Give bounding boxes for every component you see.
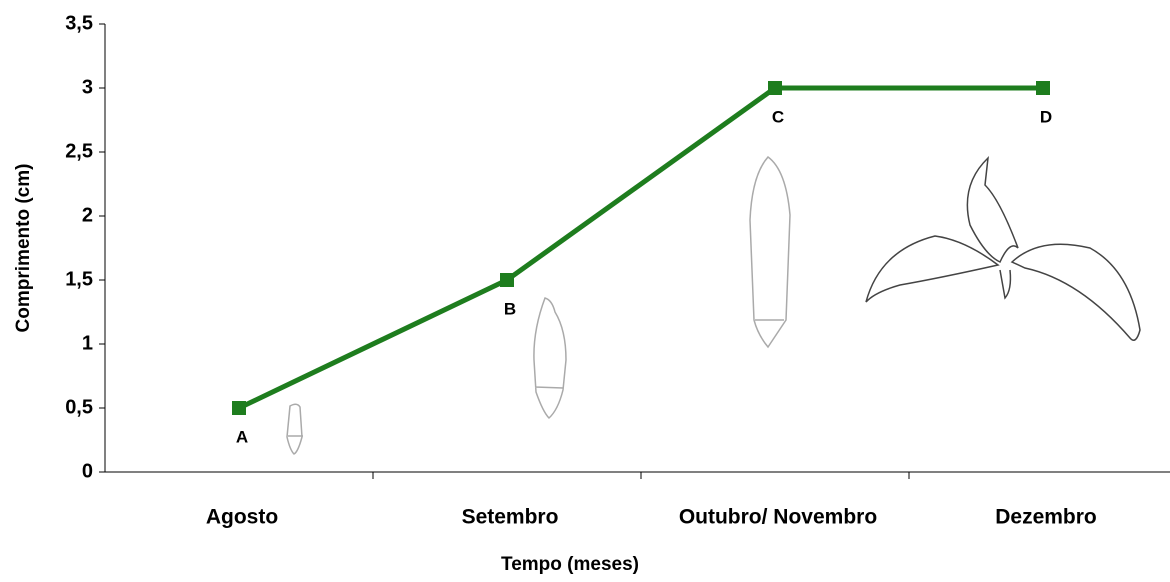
data-point: [768, 81, 782, 95]
y-tick-label: 2: [82, 204, 93, 226]
bud-drawing-medium: [533, 297, 567, 420]
data-point: [1036, 81, 1050, 95]
point-label: B: [504, 299, 516, 318]
x-tick-label: Outubro/ Novembro: [679, 506, 877, 529]
bud-drawing-small: [286, 403, 303, 455]
x-tick-label: Agosto: [206, 506, 278, 529]
y-tick-label: 1: [82, 332, 93, 354]
y-tick-label: 0: [82, 460, 93, 482]
x-tick-label: Setembro: [462, 506, 559, 529]
data-line: [237, 85, 1043, 411]
bud-drawing-large: [749, 155, 791, 349]
point-label: A: [236, 427, 248, 446]
y-tick-label: 2,5: [65, 140, 93, 162]
data-point: [500, 273, 514, 287]
data-point: [232, 401, 246, 415]
y-axis-label: Comprimento (cm): [13, 164, 34, 333]
y-tick-label: 0,5: [65, 396, 93, 418]
point-label: C: [772, 107, 784, 126]
x-axis-label: Tempo (meses): [501, 554, 639, 575]
x-tick-label: Dezembro: [995, 506, 1097, 529]
y-tick-label: 3: [82, 76, 93, 98]
leaf-drawing: [865, 156, 1141, 341]
y-tick-label: 3,5: [65, 12, 93, 34]
point-label: D: [1040, 107, 1052, 126]
y-tick-label: 1,5: [65, 268, 93, 290]
